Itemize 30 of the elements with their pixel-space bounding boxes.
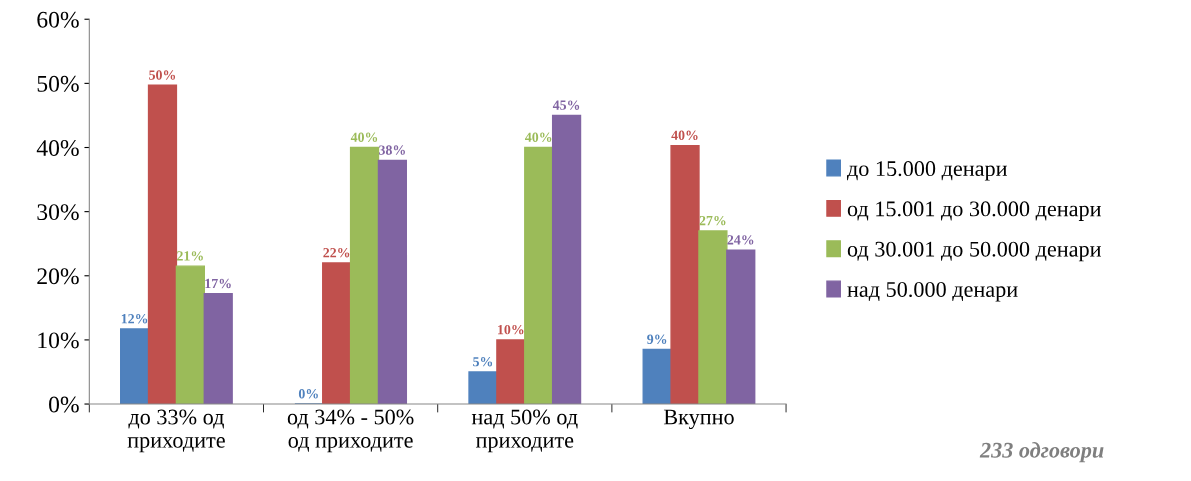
text: 233 одговори bbox=[979, 442, 1104, 463]
data-label: 0% bbox=[298, 389, 318, 399]
y-tick-label: 40% bbox=[36, 140, 79, 157]
data-label: 9% bbox=[647, 334, 667, 344]
x-tick-label: од 34% - 50% од приходите bbox=[287, 409, 414, 453]
legend-label: од 15.001 до 30.000 денари bbox=[847, 201, 1102, 221]
x-tick-label: до 33% од приходите bbox=[127, 409, 225, 453]
y-tick-label: 10% bbox=[38, 332, 79, 349]
y-tick-label: 50% bbox=[37, 75, 79, 92]
legend-label: од 30.001 до 50.000 денари bbox=[847, 241, 1102, 262]
data-label: 40% bbox=[350, 132, 378, 142]
data-label: 45% bbox=[552, 100, 580, 110]
data-label: 50% bbox=[149, 70, 176, 80]
legend-label: над 50.000 денари bbox=[847, 281, 1018, 302]
y-tick-label: 30% bbox=[37, 204, 79, 221]
data-label: 17% bbox=[205, 278, 231, 289]
x-tick-label: над 50% од приходите bbox=[471, 409, 578, 453]
data-label: 38% bbox=[379, 145, 405, 155]
data-label: 40% bbox=[671, 130, 698, 141]
data-label: 40% bbox=[525, 132, 552, 142]
data-label: 5% bbox=[473, 357, 493, 367]
data-label: 21% bbox=[177, 251, 203, 261]
data-label: 10% bbox=[498, 324, 524, 335]
data-label: 22% bbox=[323, 247, 350, 258]
y-tick-label: 60% bbox=[37, 11, 79, 28]
legend-label: до 15.000 денари bbox=[846, 161, 1008, 181]
y-tick-label: 20% bbox=[37, 268, 79, 285]
y-tick-label: 0% bbox=[49, 396, 79, 413]
x-tick-label: Вкупно bbox=[663, 409, 734, 430]
data-label: 12% bbox=[121, 314, 148, 324]
